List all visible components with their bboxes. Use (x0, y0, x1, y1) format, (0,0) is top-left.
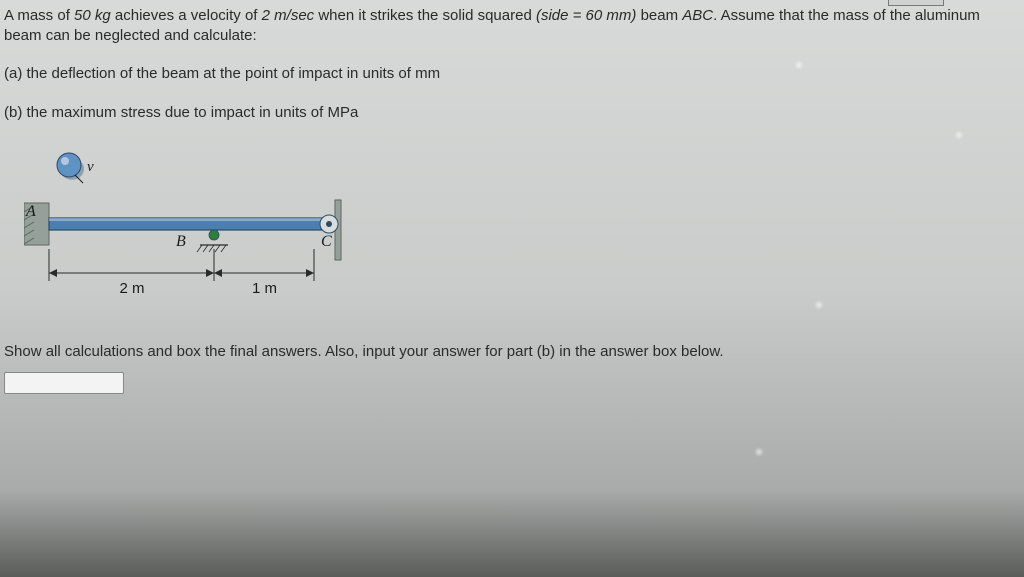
intro-text: beam (636, 7, 682, 24)
instruction-text: Show all calculations and box the final … (4, 343, 1020, 360)
problem-content: A mass of 50 kg achieves a velocity of 2… (0, 0, 1024, 394)
velocity-value: 2 m/sec (262, 7, 315, 24)
part-a: (a) the deflection of the beam at the po… (4, 65, 1020, 82)
beam-name: ABC (682, 7, 713, 24)
svg-text:v: v (87, 159, 94, 175)
svg-text:C: C (321, 233, 332, 250)
beam-diagram: Cv A B 2 m 1 m (24, 143, 364, 313)
side-value: (side = 60 mm) (536, 7, 636, 24)
svg-text:B: B (176, 233, 186, 250)
glare-speck (754, 447, 764, 457)
intro-text: achieves a velocity of (111, 7, 262, 24)
problem-statement: A mass of 50 kg achieves a velocity of 2… (4, 6, 1020, 47)
part-b: (b) the maximum stress due to impact in … (4, 104, 1020, 121)
svg-text:1 m: 1 m (252, 280, 277, 297)
intro-text: when it strikes the solid squared (314, 7, 536, 24)
mass-value: 50 kg (74, 7, 111, 24)
partial-header-box (888, 0, 944, 6)
svg-text:A: A (25, 203, 36, 220)
answer-input[interactable] (4, 372, 124, 394)
intro-text: A mass of (4, 7, 74, 24)
svg-text:2 m: 2 m (120, 280, 145, 297)
